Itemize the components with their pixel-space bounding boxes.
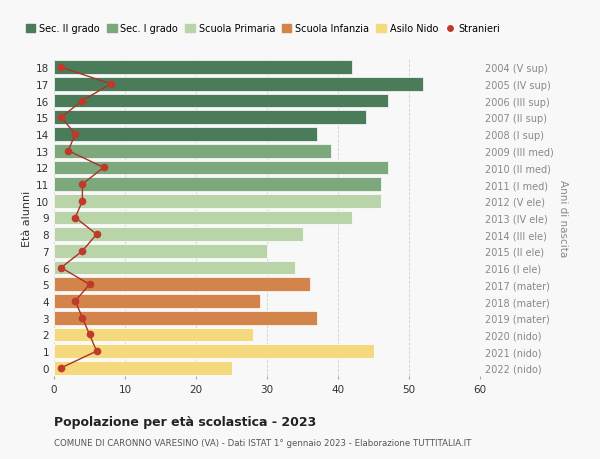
Text: COMUNE DI CARONNO VARESINO (VA) - Dati ISTAT 1° gennaio 2023 - Elaborazione TUTT: COMUNE DI CARONNO VARESINO (VA) - Dati I…: [54, 438, 472, 448]
Bar: [54, 78, 423, 91]
Bar: [54, 278, 310, 291]
Bar: [54, 245, 267, 258]
Y-axis label: Età alunni: Età alunni: [22, 190, 32, 246]
Bar: [54, 228, 302, 241]
Bar: [54, 345, 373, 358]
Bar: [54, 311, 317, 325]
Bar: [54, 195, 380, 208]
Legend: Sec. II grado, Sec. I grado, Scuola Primaria, Scuola Infanzia, Asilo Nido, Stran: Sec. II grado, Sec. I grado, Scuola Prim…: [25, 23, 501, 35]
Y-axis label: Anni di nascita: Anni di nascita: [557, 179, 568, 257]
Bar: [54, 95, 388, 108]
Bar: [54, 61, 352, 75]
Bar: [54, 145, 331, 158]
Bar: [54, 128, 317, 141]
Text: Popolazione per età scolastica - 2023: Popolazione per età scolastica - 2023: [54, 415, 316, 428]
Bar: [54, 328, 253, 341]
Bar: [54, 161, 388, 175]
Bar: [54, 178, 380, 191]
Bar: [54, 111, 367, 125]
Bar: [54, 211, 352, 225]
Bar: [54, 261, 295, 275]
Bar: [54, 295, 260, 308]
Bar: [54, 361, 232, 375]
